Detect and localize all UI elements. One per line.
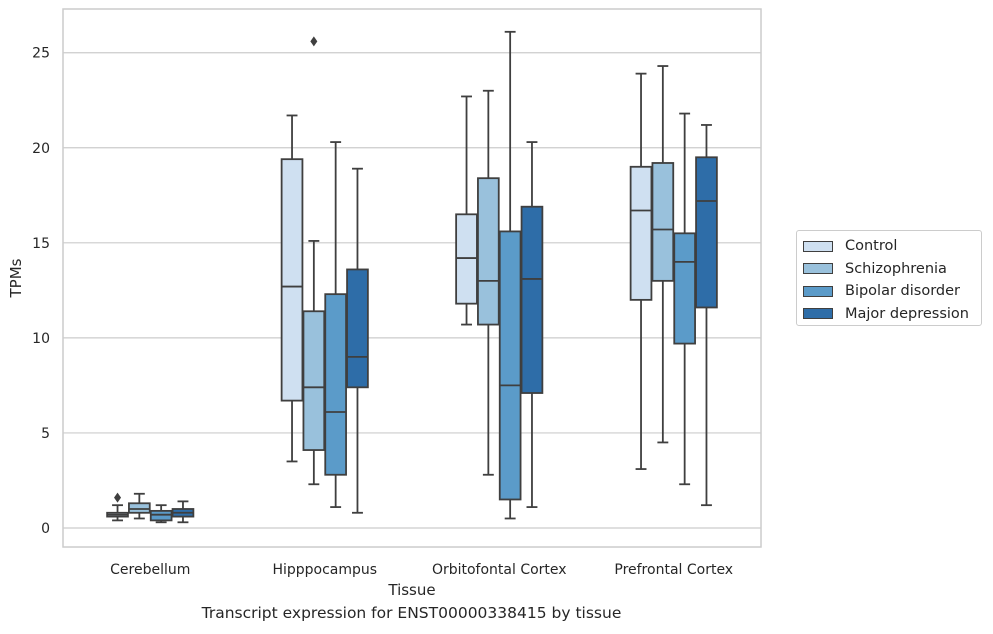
legend-item: Control xyxy=(803,235,981,258)
iqr-box xyxy=(346,268,369,389)
iqr-box xyxy=(695,156,718,309)
legend-swatch xyxy=(803,240,833,252)
outlier-point xyxy=(310,36,318,47)
y-tick-label: 15 xyxy=(32,236,50,252)
box-major-depression xyxy=(171,500,195,524)
boxes xyxy=(106,30,718,524)
legend-item: Schizophrenia xyxy=(803,258,981,281)
iqr-box xyxy=(673,232,696,345)
box-bipolar-disorder xyxy=(673,112,696,486)
legend-label: Control xyxy=(845,238,898,255)
iqr-box xyxy=(280,158,304,402)
iqr-box xyxy=(149,509,173,522)
box-bipolar-disorder xyxy=(498,30,522,520)
legend-swatch xyxy=(803,308,833,320)
grid-lines xyxy=(63,52,761,529)
x-tick-label: Cerebellum xyxy=(110,562,190,578)
legend-label: Bipolar disorder xyxy=(845,283,960,300)
iqr-box xyxy=(498,230,522,501)
box-schizophrenia xyxy=(477,89,500,476)
iqr-box xyxy=(629,165,653,301)
chart-caption: Transcript expression for ENST0000033841… xyxy=(201,604,622,622)
legend-label: Major depression xyxy=(845,305,969,322)
y-tick-label: 0 xyxy=(41,521,50,537)
box-schizophrenia xyxy=(651,65,675,444)
y-axis-label: TPMs xyxy=(7,258,25,298)
box-schizophrenia xyxy=(302,36,326,486)
y-tick-label: 20 xyxy=(32,141,50,157)
box-bipolar-disorder xyxy=(324,141,347,508)
iqr-box xyxy=(128,502,151,514)
iqr-box xyxy=(455,213,478,305)
box-control xyxy=(280,114,304,463)
box-major-depression xyxy=(346,167,369,514)
iqr-box xyxy=(651,162,675,282)
box-bipolar-disorder xyxy=(149,504,173,524)
box-control xyxy=(455,95,478,326)
x-axis-ticks: Cerebellum Hipppocampus Orbitofontal Corte… xyxy=(110,562,733,578)
x-tick-label: Prefrontal Cortex xyxy=(614,562,733,578)
y-tick-label: 5 xyxy=(41,426,50,442)
box-control xyxy=(629,72,653,470)
iqr-box xyxy=(477,177,500,326)
iqr-box xyxy=(324,293,347,476)
y-tick-label: 10 xyxy=(32,331,50,347)
plot-area-frame xyxy=(62,8,762,548)
box-control xyxy=(106,492,129,522)
iqr-box xyxy=(520,205,544,394)
box-major-depression xyxy=(520,141,544,508)
legend-label: Schizophrenia xyxy=(845,260,947,277)
box-schizophrenia xyxy=(128,492,151,520)
legend-swatch xyxy=(803,285,833,297)
x-tick-label: Hipppocampus xyxy=(272,562,377,578)
legend-item: Bipolar disorder xyxy=(803,280,981,303)
y-tick-label: 25 xyxy=(32,46,50,62)
outlier-point xyxy=(114,492,122,503)
x-axis-label: Tissue xyxy=(387,581,435,599)
iqr-box xyxy=(302,310,326,451)
legend-item: Major depression xyxy=(803,303,981,326)
legend-swatch xyxy=(803,263,833,275)
box-major-depression xyxy=(695,124,718,507)
y-axis-ticks: 0 5 10 15 20 25 xyxy=(32,46,50,537)
legend: Control Schizophrenia Bipolar disorder Majo… xyxy=(796,230,982,326)
x-tick-label: Orbitofontal Cortex xyxy=(432,562,567,578)
